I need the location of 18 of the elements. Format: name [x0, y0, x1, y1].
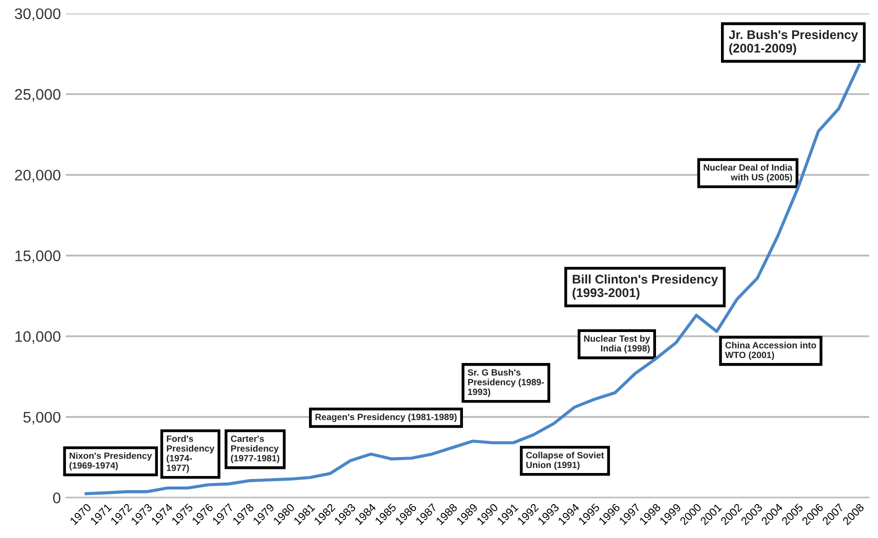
y-tick-label: 25,000 — [15, 89, 60, 102]
y-tick-label: 20,000 — [15, 170, 60, 182]
y-tick-label: 10,000 — [15, 331, 60, 344]
y-tick-label: 30,000 — [14, 8, 60, 21]
annotation: China Accession into WTO (2001) — [725, 342, 816, 360]
annotation: Reagen's Presidency (1981-1989) — [316, 414, 457, 422]
annotation: Nuclear Deal of India with US (2005) — [704, 164, 793, 182]
y-tick-label: 5,000 — [23, 412, 60, 424]
annotation: Sr. G Bush's Presidency (1989- 1993) — [468, 368, 544, 397]
annotation: Nixon's Presidency (1969-1974) — [70, 452, 152, 470]
y-tick-label: 0 — [53, 492, 60, 504]
annotation: Carter's Presidency (1977-1981) — [230, 436, 280, 464]
annotation: Collapse of Soviet Union (1991) — [526, 452, 604, 470]
annotation: Bill Clinton's Presidency (1993-2001) — [572, 274, 718, 300]
annotation: Jr. Bush's Presidency (2001-2009) — [728, 30, 858, 56]
annotation: Nuclear Test by India (1998) — [584, 335, 650, 354]
y-tick-label: 15,000 — [15, 250, 60, 264]
annotation: Ford's Presidency (1974- 1977) — [166, 435, 214, 473]
